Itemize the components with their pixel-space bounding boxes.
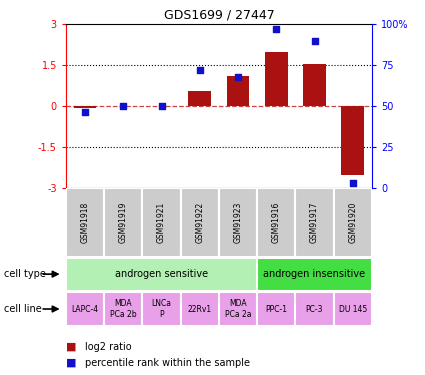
- Text: GSM91922: GSM91922: [195, 202, 204, 243]
- Bar: [181, 292, 219, 326]
- Point: [273, 26, 280, 32]
- Title: GDS1699 / 27447: GDS1699 / 27447: [164, 9, 274, 22]
- Bar: [334, 292, 372, 326]
- Bar: [181, 188, 219, 257]
- Text: cell type: cell type: [4, 269, 46, 279]
- Text: percentile rank within the sample: percentile rank within the sample: [85, 358, 250, 368]
- Bar: [219, 188, 257, 257]
- Bar: [334, 188, 372, 257]
- Bar: [257, 258, 372, 291]
- Bar: [104, 292, 142, 326]
- Text: GSM91919: GSM91919: [119, 201, 128, 243]
- Text: androgen sensitive: androgen sensitive: [115, 269, 208, 279]
- Text: PPC-1: PPC-1: [265, 304, 287, 313]
- Bar: [66, 258, 257, 291]
- Bar: [257, 188, 295, 257]
- Point: [349, 180, 356, 186]
- Bar: [66, 188, 104, 257]
- Text: LAPC-4: LAPC-4: [71, 304, 99, 313]
- Bar: [219, 292, 257, 326]
- Text: PC-3: PC-3: [306, 304, 323, 313]
- Text: GSM91921: GSM91921: [157, 202, 166, 243]
- Text: GSM91923: GSM91923: [233, 201, 243, 243]
- Text: androgen insensitive: androgen insensitive: [264, 269, 366, 279]
- Text: log2 ratio: log2 ratio: [85, 342, 132, 352]
- Bar: [341, 106, 364, 175]
- Bar: [303, 64, 326, 106]
- Point: [82, 110, 88, 116]
- Bar: [227, 76, 249, 106]
- Point: [235, 74, 241, 80]
- Text: 22Rv1: 22Rv1: [188, 304, 212, 313]
- Point: [196, 67, 203, 73]
- Bar: [142, 188, 181, 257]
- Bar: [295, 188, 334, 257]
- Text: DU 145: DU 145: [339, 304, 367, 313]
- Bar: [66, 292, 104, 326]
- Text: ■: ■: [66, 358, 76, 368]
- Text: MDA
PCa 2b: MDA PCa 2b: [110, 299, 136, 319]
- Bar: [257, 292, 295, 326]
- Text: LNCa
P: LNCa P: [151, 299, 172, 319]
- Text: MDA
PCa 2a: MDA PCa 2a: [225, 299, 251, 319]
- Bar: [104, 188, 142, 257]
- Bar: [295, 292, 334, 326]
- Bar: [188, 91, 211, 106]
- Text: ■: ■: [66, 342, 76, 352]
- Text: GSM91917: GSM91917: [310, 201, 319, 243]
- Text: GSM91920: GSM91920: [348, 201, 357, 243]
- Text: cell line: cell line: [4, 304, 42, 314]
- Text: GSM91918: GSM91918: [80, 202, 90, 243]
- Text: GSM91916: GSM91916: [272, 201, 281, 243]
- Bar: [265, 52, 288, 106]
- Point: [120, 103, 127, 109]
- Bar: [142, 292, 181, 326]
- Point: [311, 38, 318, 44]
- Bar: [74, 106, 96, 108]
- Point: [158, 103, 165, 109]
